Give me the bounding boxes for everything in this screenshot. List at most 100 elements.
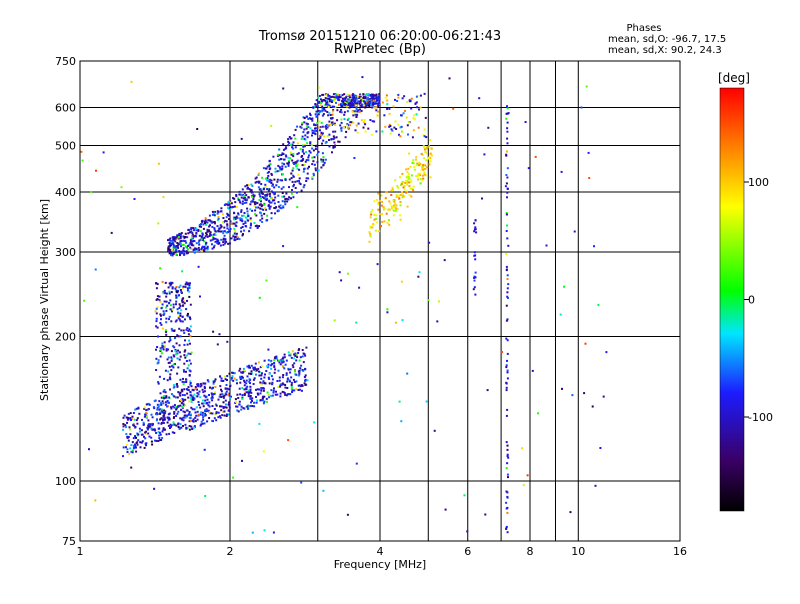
data-point [407, 121, 410, 124]
data-point [249, 366, 251, 369]
data-point [322, 489, 325, 492]
data-point [400, 183, 403, 185]
data-point [363, 121, 366, 124]
data-point [188, 328, 191, 331]
data-point [214, 222, 216, 225]
data-point [323, 135, 326, 138]
data-point [198, 239, 201, 242]
data-point [187, 228, 190, 231]
data-point [248, 188, 251, 190]
data-point [309, 151, 312, 154]
data-point [291, 143, 294, 146]
data-point [506, 473, 509, 476]
data-point [368, 240, 371, 243]
data-point [507, 283, 510, 286]
data-point [315, 105, 318, 108]
data-point [241, 214, 243, 217]
data-point [254, 177, 257, 180]
data-point [206, 401, 209, 404]
data-point [163, 344, 166, 347]
data-point [154, 429, 157, 432]
data-point [130, 419, 132, 421]
data-point [209, 224, 211, 227]
data-point [235, 225, 238, 227]
data-point [391, 206, 394, 209]
data-point [172, 245, 175, 248]
data-point [375, 198, 378, 201]
data-point [249, 189, 252, 192]
data-point [300, 481, 303, 484]
data-point [209, 239, 212, 242]
data-point [237, 212, 240, 215]
data-point [301, 355, 304, 358]
data-point [172, 354, 175, 357]
data-point [199, 413, 202, 416]
data-point [301, 150, 304, 153]
data-point [474, 226, 477, 229]
data-point [423, 146, 425, 149]
data-point [209, 219, 212, 222]
data-point [343, 99, 346, 102]
data-point [340, 108, 343, 111]
data-point [203, 382, 206, 385]
data-point [367, 93, 370, 96]
data-point [189, 383, 192, 386]
data-point [183, 370, 185, 373]
data-point [377, 103, 380, 106]
data-point [191, 398, 194, 401]
data-point [186, 299, 188, 302]
data-point [214, 403, 217, 406]
data-point [175, 319, 178, 322]
data-point [259, 219, 262, 222]
data-point [241, 394, 244, 397]
data-point [204, 396, 207, 399]
data-point [178, 358, 181, 361]
data-point [273, 191, 276, 194]
data-point [395, 195, 398, 198]
data-point [240, 375, 243, 378]
data-point [268, 164, 271, 167]
data-point [422, 145, 425, 148]
data-point [270, 375, 273, 378]
data-point [226, 207, 229, 209]
data-point [304, 134, 307, 137]
data-point [169, 281, 172, 284]
data-point [505, 112, 508, 115]
data-point [222, 406, 225, 408]
data-point [236, 238, 239, 240]
data-point [305, 346, 308, 349]
data-point [347, 272, 349, 275]
data-point [286, 377, 289, 380]
data-point [209, 412, 212, 415]
data-point [266, 197, 269, 200]
data-point [293, 134, 296, 137]
data-point [352, 98, 355, 101]
data-point [263, 359, 266, 362]
data-point [269, 167, 272, 170]
data-point [347, 124, 350, 127]
data-point [481, 197, 483, 200]
data-point [312, 149, 315, 152]
data-point [187, 413, 190, 416]
data-point [346, 513, 349, 516]
data-point [320, 134, 322, 137]
data-point [216, 242, 219, 245]
data-point [212, 237, 215, 240]
data-point [181, 380, 184, 383]
data-point [262, 167, 265, 170]
data-point [125, 426, 128, 429]
data-point [475, 231, 478, 234]
data-point [129, 447, 132, 450]
data-point [392, 214, 395, 217]
data-point [262, 389, 265, 392]
data-point [416, 173, 419, 176]
data-point [290, 387, 293, 390]
data-point [269, 195, 271, 198]
data-point [311, 129, 314, 132]
data-point [347, 104, 350, 106]
data-point [429, 152, 432, 155]
data-point [210, 221, 213, 224]
data-point [203, 448, 206, 451]
data-point [201, 235, 204, 238]
data-point [212, 381, 215, 384]
